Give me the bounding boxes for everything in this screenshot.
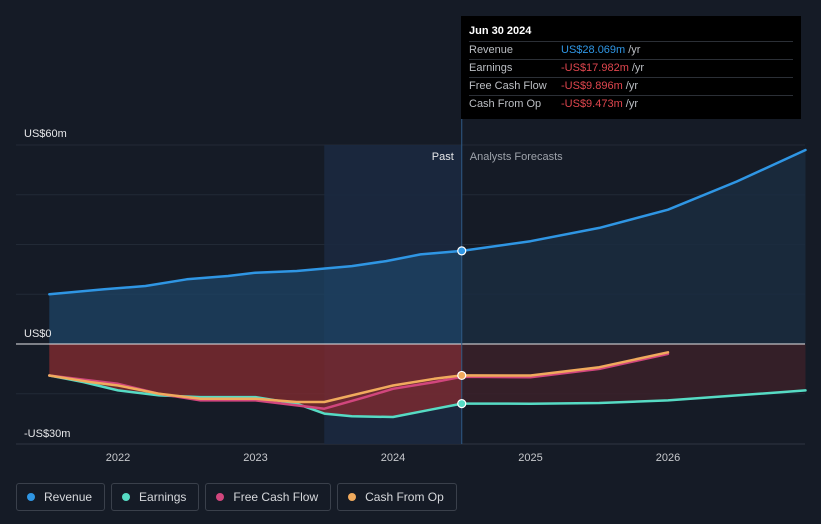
tooltip-unit: /yr [625, 80, 638, 92]
tooltip-row-revenue: Revenue US$28.069m /yr [469, 41, 793, 59]
cash-from-op-line [48, 351, 670, 404]
tooltip-value: US$28.069m [561, 44, 626, 56]
legend-item-earnings[interactable]: Earnings [111, 483, 200, 511]
tooltip-row-cash-from-op: Cash From Op -US$9.473m /yr [469, 95, 793, 113]
y-axis-label: US$60m [24, 128, 67, 140]
legend-item-revenue[interactable]: Revenue [16, 483, 106, 511]
legend-label: Free Cash Flow [233, 490, 319, 504]
revenue-line [48, 148, 807, 296]
legend: Revenue Earnings Free Cash Flow Cash Fro… [16, 483, 457, 511]
legend-dot-icon [348, 493, 357, 501]
tooltip-row-earnings: Earnings -US$17.982m /yr [469, 59, 793, 77]
tooltip-unit: /yr [628, 44, 641, 56]
earnings-area-past [49, 344, 462, 417]
x-tick-label: 2026 [656, 452, 680, 464]
tooltip-value: -US$9.896m [561, 80, 623, 92]
y-axis-label: US$0 [24, 328, 52, 340]
revenue-area-past [49, 250, 462, 344]
legend-dot-icon [122, 493, 131, 501]
legend-item-cash-from-op[interactable]: Cash From Op [337, 483, 457, 511]
tooltip-unit: /yr [625, 98, 638, 110]
earnings-marker [457, 399, 467, 409]
tooltip-unit: /yr [631, 62, 645, 74]
tooltip-panel: Jun 30 2024 Revenue US$28.069m /yr Earni… [461, 16, 801, 119]
tooltip-label: Earnings [469, 62, 513, 74]
legend-dot-icon [216, 493, 225, 501]
tooltip-label: Free Cash Flow [469, 80, 547, 92]
legend-label: Cash From Op [365, 490, 444, 504]
tooltip-label: Revenue [469, 44, 514, 56]
cash-from-op-marker [457, 370, 467, 381]
tooltip-row-free-cash-flow: Free Cash Flow -US$9.896m /yr [469, 77, 793, 95]
x-tick-label: 2024 [381, 452, 405, 464]
x-tick-label: 2025 [518, 452, 542, 464]
x-tick-label: 2023 [243, 452, 267, 464]
tooltip-date: Jun 30 2024 [469, 25, 532, 37]
forecast-label: Analysts Forecasts [470, 151, 563, 163]
revenue-marker [457, 246, 467, 256]
x-tick-label: 2022 [106, 452, 130, 464]
earnings-line [48, 374, 807, 419]
revenue-area-forecast [461, 150, 806, 344]
legend-label: Earnings [139, 490, 187, 504]
y-axis-label: -US$30m [24, 428, 70, 440]
tooltip-value: -US$17.982m [561, 62, 629, 74]
past-label: Past [432, 151, 454, 163]
legend-item-free-cash-flow[interactable]: Free Cash Flow [205, 483, 332, 511]
legend-label: Revenue [44, 490, 93, 504]
tooltip-value: -US$9.473m [561, 98, 623, 110]
tooltip-label: Cash From Op [469, 98, 542, 110]
earnings-area-forecast [461, 344, 806, 404]
legend-dot-icon [27, 493, 35, 501]
